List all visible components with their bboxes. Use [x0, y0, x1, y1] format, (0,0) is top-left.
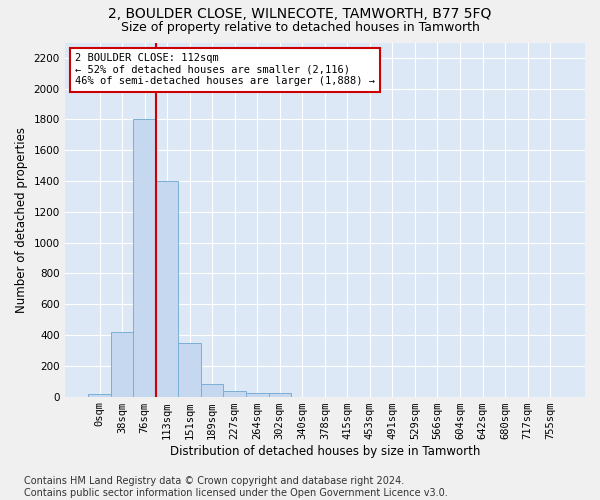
Bar	[156, 181, 178, 396]
Bar	[246, 392, 269, 396]
Bar	[88, 394, 111, 396]
Bar	[111, 332, 133, 396]
Bar	[178, 342, 201, 396]
Bar	[133, 120, 156, 396]
Text: Size of property relative to detached houses in Tamworth: Size of property relative to detached ho…	[121, 21, 479, 34]
Text: Contains HM Land Registry data © Crown copyright and database right 2024.
Contai: Contains HM Land Registry data © Crown c…	[24, 476, 448, 498]
Bar	[201, 384, 223, 396]
Text: 2, BOULDER CLOSE, WILNECOTE, TAMWORTH, B77 5FQ: 2, BOULDER CLOSE, WILNECOTE, TAMWORTH, B…	[109, 8, 491, 22]
Text: 2 BOULDER CLOSE: 112sqm
← 52% of detached houses are smaller (2,116)
46% of semi: 2 BOULDER CLOSE: 112sqm ← 52% of detache…	[75, 53, 375, 86]
X-axis label: Distribution of detached houses by size in Tamworth: Distribution of detached houses by size …	[170, 444, 480, 458]
Y-axis label: Number of detached properties: Number of detached properties	[15, 126, 28, 312]
Bar	[223, 391, 246, 396]
Bar	[269, 392, 291, 396]
